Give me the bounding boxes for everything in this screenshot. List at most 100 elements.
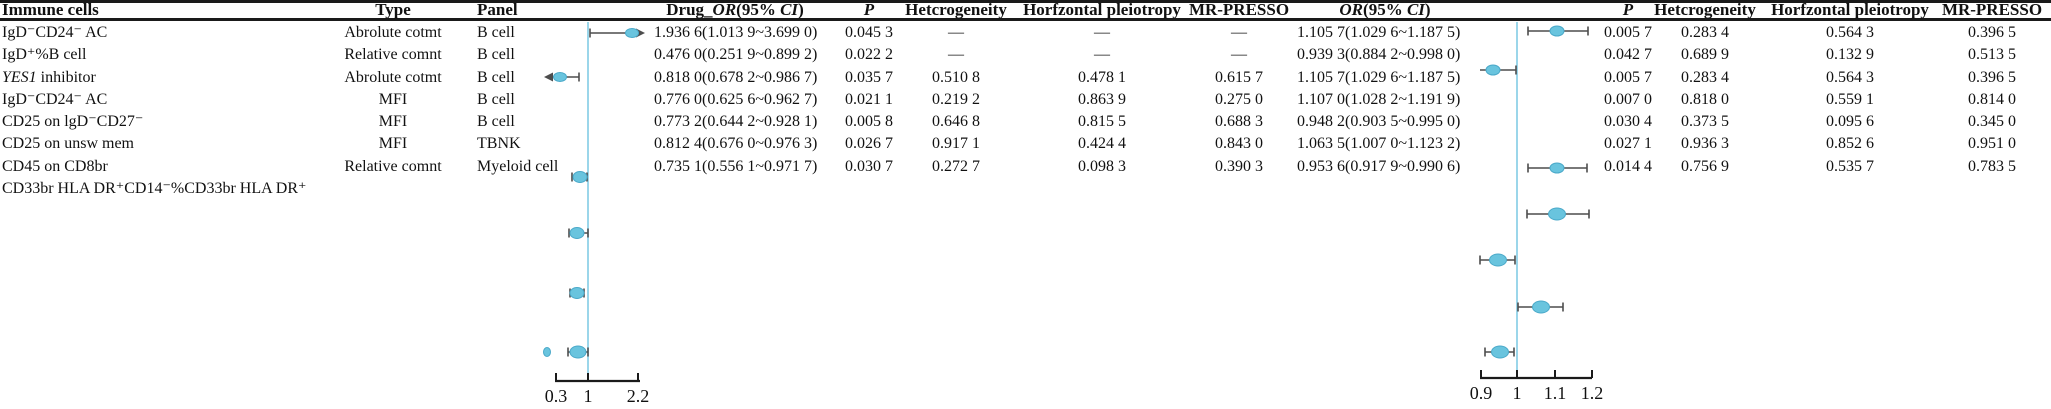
cell-presso2: 0.513 5 xyxy=(1968,46,2016,64)
italic-text: OR xyxy=(712,0,737,19)
cell-horf1: 0.815 5 xyxy=(1078,113,1126,130)
table-row: IgD⁻CD24⁻ AC Abrolute cotmt B cell 1.936 6(… xyxy=(0,22,2051,44)
col-header-cell: Immune cells xyxy=(2,0,322,19)
text: Horfzontal pleiotropy xyxy=(1771,0,1929,19)
cell-p1: 0.022 2 xyxy=(845,46,893,64)
tick-label: 1.2 xyxy=(1581,383,1604,403)
cell-p1: 0.021 1 xyxy=(845,90,893,108)
cell-presso1: 0.843 0 xyxy=(1215,135,1263,153)
col-header-het2: Hetcrogeneity xyxy=(1645,0,1765,19)
text: inhibitor xyxy=(36,68,96,86)
table-row: IgD⁻CD24⁻ AC MFI B cell 0.776 0(0.625 6~0.9… xyxy=(0,89,2051,111)
tick-label: 1 xyxy=(584,386,593,406)
cell-het2: 0.818 0 xyxy=(1681,90,1729,108)
cell-het2: 0.756 9 xyxy=(1681,157,1729,175)
cell-presso1: 0.615 7 xyxy=(1215,68,1263,86)
cell-type: Relative comnt xyxy=(344,46,442,64)
cell-het1: 0.917 1 xyxy=(932,135,980,153)
or-marker xyxy=(1491,345,1509,359)
text: ) xyxy=(1424,0,1431,19)
or-marker xyxy=(1489,253,1507,267)
or-marker xyxy=(569,227,585,239)
cell-p2: 0.005 7 xyxy=(1604,24,1652,41)
cell-presso2: 0.396 5 xyxy=(1968,24,2016,41)
text: Horfzontal pleiotropy xyxy=(1023,0,1181,19)
cell-type: Abrolute cotmt xyxy=(344,24,442,41)
cell-presso1: 0.688 3 xyxy=(1215,113,1263,130)
cell-presso2: 0.345 0 xyxy=(1968,113,2016,130)
tick-label: 0.9 xyxy=(1470,383,1493,403)
tick-label: 2.2 xyxy=(627,386,650,406)
cell-panel: B cell xyxy=(477,24,515,41)
cell-cell: CD45 on CD8br xyxy=(2,157,108,175)
cell-het1: — xyxy=(948,24,964,41)
col-header-presso2: MR-PRESSO xyxy=(1930,0,2051,19)
tick-label: 1.1 xyxy=(1544,383,1567,403)
table-row: YES1 inhibitor Abrolute cotmt B cell 0.818 … xyxy=(0,67,2051,89)
cell-p2: 0.014 4 xyxy=(1604,157,1652,175)
cell-p1: 0.005 8 xyxy=(845,113,893,130)
cell-cell: CD25 on unsw mem xyxy=(2,135,134,153)
cell-panel: TBNK xyxy=(477,135,521,153)
cell-horf1: — xyxy=(1094,46,1110,64)
cell-p1: 0.030 7 xyxy=(845,157,893,175)
cell-het1: 0.219 2 xyxy=(932,90,980,108)
italic-text: OR xyxy=(1339,0,1364,19)
cell-p2: 0.007 0 xyxy=(1604,90,1652,108)
table-top-rule xyxy=(0,0,2051,3)
cell-presso2: 0.814 0 xyxy=(1968,90,2016,108)
cell-het1: 0.646 8 xyxy=(932,113,980,130)
or-marker xyxy=(569,345,587,359)
cell-horf2: 0.564 3 xyxy=(1826,24,1874,41)
col-header-horf1: Horfzontal pleiotropy xyxy=(1017,0,1187,19)
cell-p2: 0.030 4 xyxy=(1604,113,1652,130)
cell-presso2: 0.396 5 xyxy=(1968,68,2016,86)
cell-presso1: 0.390 3 xyxy=(1215,157,1263,175)
italic-text: P xyxy=(863,0,875,19)
or-marker-dot xyxy=(543,347,551,357)
cell-drug_or: 0.812 4(0.676 0~0.976 3) xyxy=(654,135,818,153)
italic-text: CI xyxy=(1406,0,1425,19)
cell-presso2: 0.783 5 xyxy=(1968,157,2016,175)
cell-panel: B cell xyxy=(477,90,515,108)
cell-horf1: 0.478 1 xyxy=(1078,68,1126,86)
italic-text: P xyxy=(1622,0,1634,19)
text: (95% xyxy=(736,0,781,19)
cell-drug_or: 1.936 6(1.013 9~3.699 0) xyxy=(654,24,818,41)
col-header-p2: P xyxy=(1596,0,1660,19)
col-header-drug_or: Drug_OR(95% CI) xyxy=(642,0,828,19)
or-marker xyxy=(569,287,585,299)
cell-cell: CD25 on lgD⁻CD27⁻ xyxy=(2,113,144,130)
cell-drug_or: 0.735 1(0.556 1~0.971 7) xyxy=(654,157,818,175)
or-marker xyxy=(1532,300,1550,314)
text: Panel xyxy=(477,0,518,19)
cell-panel: B cell xyxy=(477,46,515,64)
cell-p1: 0.026 7 xyxy=(845,135,893,153)
cell-het2: 0.373 5 xyxy=(1681,113,1729,130)
cell-horf1: — xyxy=(1094,24,1110,41)
cell-p1: 0.045 3 xyxy=(845,24,893,41)
cell-drug_or: 0.773 2(0.644 2~0.928 1) xyxy=(654,113,818,130)
cell-or2: 0.953 6(0.917 9~0.990 6) xyxy=(1297,157,1461,175)
cell-p2: 0.005 7 xyxy=(1604,68,1652,86)
text: MR-PRESSO xyxy=(1941,0,2043,19)
cell-type: MFI xyxy=(378,90,408,108)
cell-het2: 0.936 3 xyxy=(1681,135,1729,153)
cell-cell: IgD⁻CD24⁻ AC xyxy=(2,90,108,108)
cell-type: Relative comnt xyxy=(344,157,442,175)
cell-drug_or: 0.776 0(0.625 6~0.962 7) xyxy=(654,90,818,108)
cell-horf2: 0.095 6 xyxy=(1826,113,1874,130)
col-header-het1: Hetcrogeneity xyxy=(896,0,1016,19)
cell-het1: 0.272 7 xyxy=(932,157,980,175)
text: Hetcrogeneity xyxy=(1654,0,1756,19)
cell-panel: B cell xyxy=(477,68,515,86)
cell-horf1: 0.098 3 xyxy=(1078,157,1126,175)
cell-presso2: 0.951 0 xyxy=(1968,135,2016,153)
col-header-or2: OR(95% CI) xyxy=(1292,0,1478,19)
text: ) xyxy=(798,0,804,19)
cell-cell: IgD⁻CD24⁻ AC xyxy=(2,24,108,41)
cell-or2: 0.948 2(0.903 5~0.995 0) xyxy=(1297,113,1461,130)
cell-presso1: — xyxy=(1231,46,1247,64)
cell-or2: 1.107 0(1.028 2~1.191 9) xyxy=(1297,90,1461,108)
